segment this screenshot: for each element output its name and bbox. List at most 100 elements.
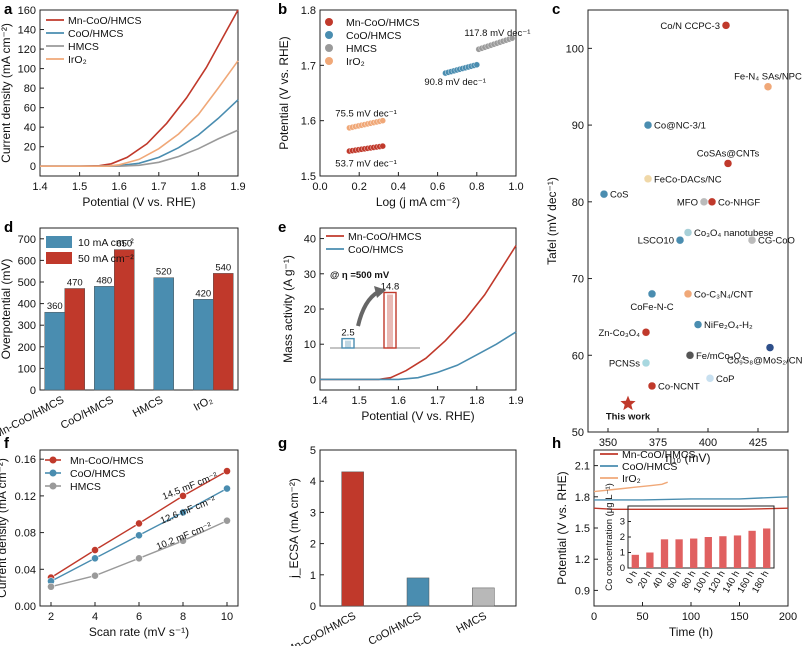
y-tick-label: 4 xyxy=(310,476,316,488)
bar xyxy=(406,577,430,607)
series-line-Mn-CoO/HMCS xyxy=(320,245,517,381)
y-tick-label: 1 xyxy=(310,570,316,582)
x-axis-label: Scan rate (mV s⁻¹) xyxy=(89,625,189,639)
panel-letter-g: g xyxy=(278,435,287,452)
legend-marker xyxy=(49,482,57,490)
legend-swatch xyxy=(46,252,72,264)
bar-value-label: 420 xyxy=(195,288,211,299)
point-label: LSCO10 xyxy=(638,236,674,247)
legend-marker xyxy=(325,31,333,39)
x-tick-label: 1.8 xyxy=(191,181,206,193)
y-tick-label: 70 xyxy=(572,274,584,286)
y-tick-label: 50 xyxy=(572,427,584,439)
legend-label: 50 mA cm⁻² xyxy=(78,253,134,265)
x-tick-label: 400 xyxy=(699,437,717,449)
legend-label: Mn-CoO/HMCS xyxy=(70,455,144,467)
inset-value-label: 2.5 xyxy=(341,328,354,339)
x-tick-label: 4 xyxy=(92,611,98,623)
literature-point xyxy=(765,343,775,352)
y-tick-label: 500 xyxy=(18,277,36,289)
category-label: HMCS xyxy=(131,394,165,420)
point-label: Fe/mCo₃O₄ xyxy=(696,351,745,362)
inset-y-axis-label: Co concentration (μg L⁻¹) xyxy=(604,483,615,591)
category-label: IrO₂ xyxy=(192,394,215,414)
literature-point xyxy=(647,289,657,299)
legend-label: IrO₂ xyxy=(68,54,87,66)
inset-bar-fill xyxy=(387,294,393,348)
legend-label: Mn-CoO/HMCS xyxy=(68,15,142,27)
y-tick-label: 1.6 xyxy=(301,116,316,128)
panel-letter-e: e xyxy=(278,219,286,236)
y-tick-label: 40 xyxy=(24,122,36,134)
y-tick-label: 0 xyxy=(310,601,316,613)
series-line-Mn-CoO/HMCS xyxy=(593,507,789,510)
x-tick-label: 8 xyxy=(180,611,186,623)
y-tick-label: 140 xyxy=(18,25,36,37)
x-tick-label: 425 xyxy=(749,437,767,449)
y-tick-label: 40 xyxy=(304,234,316,246)
data-point xyxy=(91,571,99,580)
y-tick-label: 0.00 xyxy=(15,601,36,613)
y-tick-label: 80 xyxy=(24,83,36,95)
y-tick-label: 100 xyxy=(566,43,584,55)
slope-annotation: 75.5 mV dec⁻¹ xyxy=(335,108,397,119)
literature-point xyxy=(683,228,693,237)
inset-bar xyxy=(383,291,397,349)
y-tick-label: 3 xyxy=(310,507,316,519)
slope-annotation: 90.8 mV dec⁻¹ xyxy=(424,77,486,88)
panel-letter-b: b xyxy=(278,1,287,18)
bar-value-label: 520 xyxy=(156,267,172,278)
bar xyxy=(114,249,135,391)
bar xyxy=(44,311,65,391)
y-tick-label: 90 xyxy=(572,120,584,132)
x-tick-label: 1.7 xyxy=(430,395,445,407)
y-tick-label: 1.7 xyxy=(301,60,316,72)
x-tick-label: 375 xyxy=(649,437,667,449)
legend-label: CoO/HMCS xyxy=(68,28,123,40)
inset-y-tick-label: 2 xyxy=(620,532,625,543)
data-point xyxy=(379,142,386,150)
data-point xyxy=(91,554,99,563)
legend-label: CoO/HMCS xyxy=(346,30,401,42)
legend-label: IrO₂ xyxy=(346,56,365,68)
y-tick-label: 2.1 xyxy=(575,461,590,473)
literature-point xyxy=(675,235,685,245)
data-point xyxy=(223,516,231,525)
inset-bar xyxy=(704,537,712,568)
x-tick-label: 2 xyxy=(48,611,54,623)
literature-point xyxy=(643,120,653,130)
legend-marker xyxy=(325,57,333,65)
inset-bar xyxy=(660,539,669,568)
data-point xyxy=(135,554,143,563)
point-label: CoS xyxy=(610,190,628,201)
data-point xyxy=(223,484,231,493)
bar xyxy=(193,299,214,391)
legend-label: HMCS xyxy=(70,481,101,493)
inset-bar xyxy=(675,539,683,568)
y-tick-label: 100 xyxy=(18,64,36,76)
point-label: PCNSs xyxy=(609,358,640,369)
y-tick-label: 20 xyxy=(24,142,36,154)
y-tick-label: 30 xyxy=(304,269,316,281)
series-line-CoO/HMCS xyxy=(320,331,517,381)
inset-y-tick-label: 3 xyxy=(620,517,625,528)
y-tick-label: 1.5 xyxy=(301,171,316,183)
data-point xyxy=(179,536,187,545)
series-line-IrO₂ xyxy=(40,60,239,167)
inset-title: @ η =500 mV xyxy=(330,270,390,281)
data-point xyxy=(135,531,143,540)
literature-point xyxy=(707,197,717,207)
y-tick-label: 200 xyxy=(18,342,36,354)
x-tick-label: 1.6 xyxy=(391,395,406,407)
y-tick-label: 20 xyxy=(304,304,316,316)
point-label: CoSAs@CNTs xyxy=(697,148,760,159)
x-tick-label: 1.9 xyxy=(508,395,523,407)
series-line-HMCS xyxy=(40,129,239,167)
bar-value-label: 540 xyxy=(215,262,231,273)
inset-category-label: 40 h xyxy=(651,569,670,591)
bar-value-label: 480 xyxy=(96,275,112,286)
legend-label: HMCS xyxy=(346,43,377,55)
inset-bar xyxy=(341,337,355,349)
literature-point xyxy=(647,381,657,391)
legend-marker xyxy=(49,456,57,464)
